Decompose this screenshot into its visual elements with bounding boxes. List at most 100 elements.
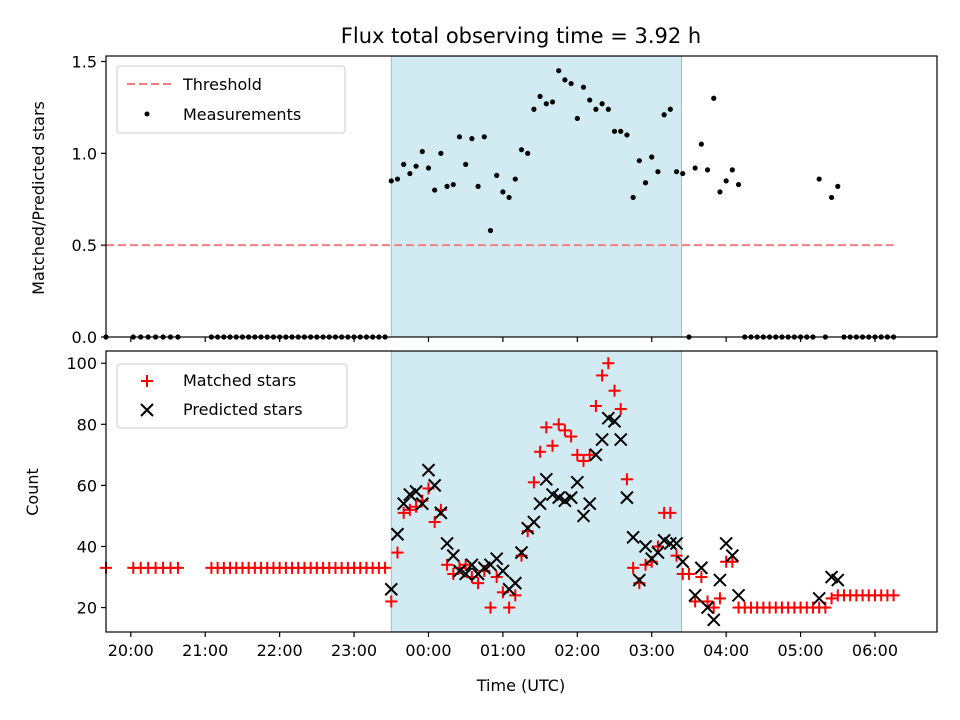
predicted-star-point [707, 613, 721, 627]
measurement-point [587, 97, 593, 103]
measurement-point [636, 158, 642, 164]
matched-star-point [620, 473, 633, 486]
matched-star-point [701, 595, 714, 608]
matched-star-point [571, 448, 584, 461]
x-tick-label: 02:00 [554, 641, 600, 660]
matched-star-point [565, 430, 578, 443]
measurement-point [624, 132, 630, 138]
predicted-star-point [713, 573, 727, 587]
measurement-point [667, 106, 673, 112]
predicted-star-point [465, 558, 479, 572]
predicted-star-point [638, 539, 653, 554]
x-tick-label: 05:00 [778, 641, 824, 660]
predicted-star-point [719, 536, 733, 551]
predicted-star-point [409, 484, 423, 499]
matched-star-point [627, 561, 640, 574]
matched-star-point [490, 571, 503, 584]
measurement-point [512, 176, 518, 182]
matched-star-point [707, 601, 720, 614]
matched-star-point [589, 399, 602, 412]
top-legend-box [116, 65, 346, 134]
matched-star-point [472, 577, 485, 590]
measurement-point [599, 101, 605, 107]
predicted-star-point [694, 561, 709, 575]
x-tick-label: 01:00 [480, 641, 526, 660]
measurement-point [500, 189, 506, 195]
x-axis-label: Time (UTC) [476, 676, 565, 695]
measurement-point [450, 181, 456, 188]
matched-star-point [596, 369, 609, 382]
predicted-star-point [663, 536, 678, 551]
bottom-legend: Matched stars Predicted stars [116, 363, 348, 429]
top-legend: Threshold Measurements [116, 65, 346, 134]
predicted-star-point [688, 588, 702, 603]
measurement-point [562, 77, 568, 83]
matched-star-point [459, 558, 472, 571]
matched-star-point [171, 561, 184, 574]
measurement-point [580, 84, 587, 90]
predicted-star-point [620, 490, 634, 505]
predicted-star-point [458, 567, 473, 581]
matched-star-point [614, 403, 627, 416]
matched-star-point [577, 454, 590, 467]
matched-star-point [558, 424, 571, 437]
predicted-star-point [589, 448, 603, 462]
measurement-point [506, 194, 512, 201]
matched-star-point [608, 384, 621, 397]
x-tick-label: 20:00 [108, 641, 154, 660]
x-tick-label: 23:00 [331, 641, 377, 660]
observing-time-span [390, 55, 682, 338]
measurement-point [816, 176, 822, 182]
matched-star-point [651, 540, 664, 553]
measurement-point [444, 183, 450, 189]
predicted-star-point [427, 478, 442, 493]
measurement-point [401, 161, 407, 167]
measurement-point [518, 147, 525, 153]
matched-star-point [403, 503, 416, 516]
measurement-point [525, 150, 531, 156]
bottom-legend-box [116, 363, 348, 429]
x-tick-label: 21:00 [182, 641, 228, 660]
matched-star-point [689, 595, 702, 608]
measurement-point [735, 181, 742, 188]
y-tick-label: 0.5 [72, 236, 97, 255]
predicted-star-point [632, 573, 647, 587]
measurement-point [537, 93, 543, 100]
measurement-point [549, 99, 556, 105]
matched-star-point [887, 589, 900, 602]
predicted-star-point [533, 497, 547, 511]
matched-star-point [583, 448, 596, 461]
measurement-point [574, 115, 580, 122]
measurement-point [475, 183, 481, 189]
legend-measurements-swatch [144, 111, 150, 117]
measurement-point [394, 176, 401, 182]
y-tick-label: 60 [77, 476, 97, 495]
measurement-point [698, 141, 704, 147]
x-tick-label: 04:00 [703, 641, 749, 660]
measurement-point [704, 167, 711, 173]
predicted-star-point [496, 564, 510, 578]
predicted-star-point [651, 545, 665, 560]
bottom-y-axis-label: Count [23, 468, 42, 516]
predicted-star-point [396, 497, 411, 511]
top-y-axis-label: Matched/Predicted stars [29, 101, 48, 295]
y-tick-label: 100 [66, 354, 97, 373]
measurement-point [711, 95, 717, 101]
predicted-star-point [595, 432, 609, 447]
matched-star-point [825, 592, 838, 605]
legend-threshold-label: Threshold [182, 75, 262, 94]
y-tick-label: 40 [77, 537, 97, 556]
y-tick-label: 1.0 [72, 144, 97, 163]
measurement-point [723, 178, 729, 184]
legend-predicted-label: Predicted stars [183, 400, 303, 419]
x-tick-label: 00:00 [405, 641, 451, 660]
measurement-point [481, 134, 487, 140]
measurement-point [828, 194, 835, 201]
matched-star-point [397, 506, 410, 519]
matched-star-point [503, 601, 516, 614]
measurement-point [438, 150, 444, 156]
matched-star-point [385, 595, 398, 608]
predicted-star-point [539, 472, 554, 486]
matched-star-point [509, 589, 522, 602]
